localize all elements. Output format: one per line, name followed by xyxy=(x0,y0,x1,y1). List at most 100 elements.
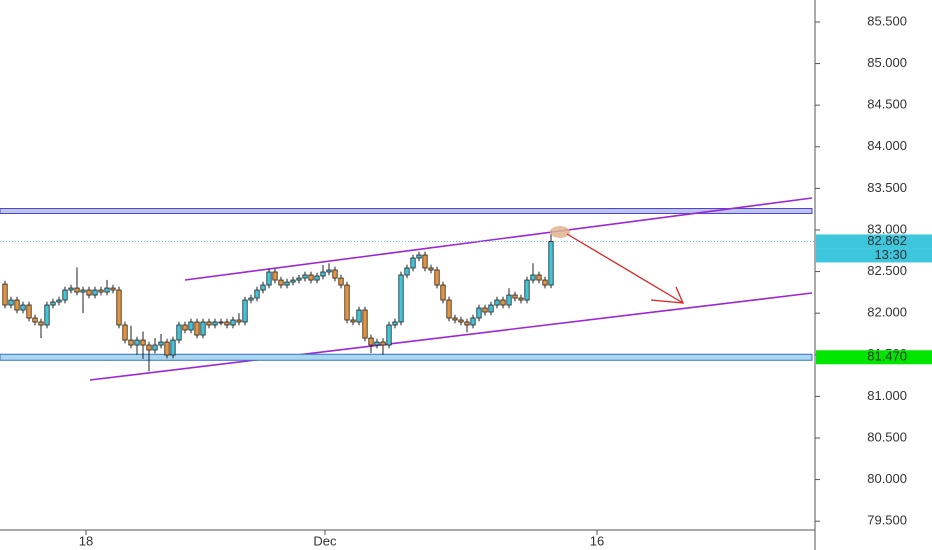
candle-body xyxy=(338,277,344,286)
highlight-ellipse xyxy=(550,226,570,238)
candle-body xyxy=(86,289,92,296)
candle-body xyxy=(404,267,410,276)
candle-body xyxy=(122,324,128,341)
candle-body xyxy=(416,254,422,259)
candle-body xyxy=(518,297,524,301)
candle-body xyxy=(74,287,80,293)
candle-body xyxy=(500,299,506,306)
candle-body xyxy=(482,307,488,313)
candle-body xyxy=(254,289,260,299)
candle-body xyxy=(38,321,44,326)
level-badge xyxy=(816,350,932,365)
candle-body xyxy=(80,289,86,293)
candle-body xyxy=(248,297,254,301)
candle-body xyxy=(146,344,152,351)
candle-body xyxy=(314,275,320,281)
price-badge xyxy=(816,234,932,249)
candle-body xyxy=(14,299,20,311)
candle-body xyxy=(380,341,386,346)
candle-body xyxy=(164,341,170,356)
candle-body xyxy=(44,304,50,326)
plot xyxy=(0,229,815,372)
candle-body xyxy=(32,317,38,323)
y-tick-label: 85.000 xyxy=(867,55,907,70)
y-tick-label: 84.500 xyxy=(867,97,907,112)
support-band xyxy=(0,353,813,361)
candle-body xyxy=(266,271,272,286)
candle-body xyxy=(278,279,284,286)
candle-body xyxy=(170,339,176,356)
candle-body xyxy=(20,304,26,311)
candle-body xyxy=(26,304,32,319)
candle-body xyxy=(320,271,326,277)
candle-body xyxy=(476,307,482,319)
candle-body xyxy=(428,267,434,271)
candle-body xyxy=(62,289,68,301)
countdown-badge xyxy=(816,248,932,263)
candle-body xyxy=(68,287,74,291)
countdown-label: 13:30 xyxy=(874,247,907,262)
candle-body xyxy=(452,317,458,321)
candle-body xyxy=(230,319,236,326)
candle-body xyxy=(290,279,296,283)
candle-body xyxy=(158,341,164,346)
candle-body xyxy=(350,319,356,323)
candle-body xyxy=(512,294,518,299)
candle-body xyxy=(302,274,308,279)
y-tick-label: 80.000 xyxy=(867,471,907,486)
candle-body xyxy=(410,257,416,269)
candle-body xyxy=(308,274,314,281)
candle-body xyxy=(260,284,266,291)
candle-body xyxy=(8,299,14,306)
candle-body xyxy=(536,274,542,281)
candle-body xyxy=(422,254,428,269)
candle-body xyxy=(494,299,500,306)
candle-body xyxy=(506,294,512,306)
candle-body xyxy=(152,344,158,351)
y-tick-label: 83.500 xyxy=(867,180,907,195)
arrow xyxy=(566,233,684,304)
candle-body xyxy=(2,283,8,306)
x-tick-label: 16 xyxy=(590,533,604,548)
candle-body xyxy=(296,277,302,281)
candle-body xyxy=(446,299,452,319)
candle-body xyxy=(272,271,278,281)
candle-body xyxy=(98,289,104,293)
price-label: 82.862 xyxy=(867,233,907,248)
y-tick-label: 83.000 xyxy=(867,221,907,236)
candle-body xyxy=(548,241,554,286)
candle-body xyxy=(140,339,146,346)
candle-body xyxy=(368,337,374,346)
candle-body xyxy=(386,324,392,346)
candle-body xyxy=(194,321,200,336)
candle-body xyxy=(326,269,332,273)
y-tick-label: 82.500 xyxy=(867,263,907,278)
candle-body xyxy=(332,269,338,279)
candle-body xyxy=(458,319,464,323)
candle-body xyxy=(206,321,212,326)
y-tick-label: 85.500 xyxy=(867,13,907,28)
channel-upper xyxy=(184,197,813,281)
candle-body xyxy=(56,299,62,303)
y-tick-label: 81.000 xyxy=(867,388,907,403)
candle-body xyxy=(212,321,218,326)
candle-body xyxy=(392,321,398,326)
y-tick-label: 82.000 xyxy=(867,305,907,320)
x-tick-label: 18 xyxy=(79,533,93,548)
candle-body xyxy=(344,284,350,321)
candle-body xyxy=(398,274,404,323)
candle-body xyxy=(284,281,290,286)
level-label: 81.470 xyxy=(867,349,907,364)
x-tick-label: Dec xyxy=(313,533,337,548)
candle-body xyxy=(134,339,140,346)
candle-body xyxy=(104,287,110,293)
candle-body xyxy=(200,321,206,336)
candle-body xyxy=(356,309,362,323)
candle-body xyxy=(362,309,368,339)
candle-body xyxy=(218,321,224,324)
candle-body xyxy=(224,321,230,326)
candle-body xyxy=(92,289,98,296)
candle-body xyxy=(176,324,182,341)
